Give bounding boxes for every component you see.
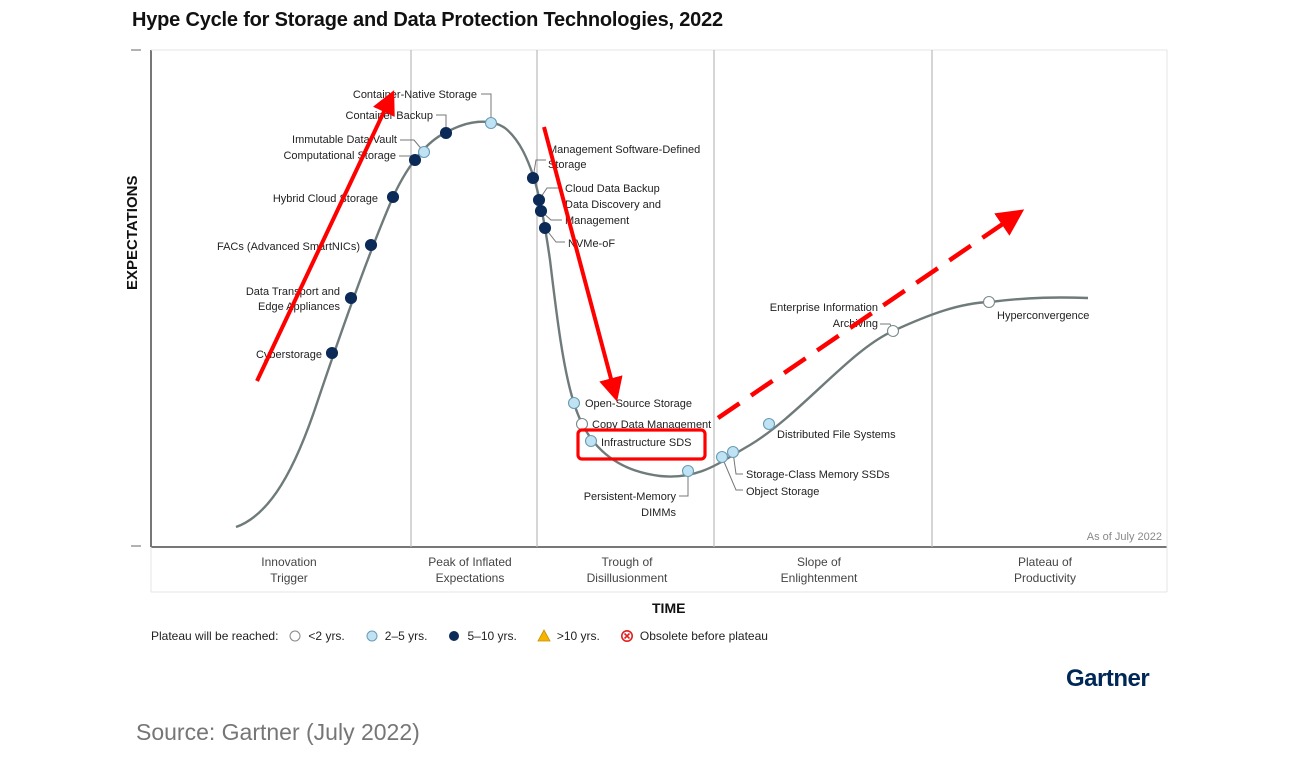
tech-point (762, 417, 776, 431)
tech-point (386, 190, 400, 204)
tech-point (408, 153, 422, 167)
tech-point (726, 445, 740, 459)
tech-label: Enterprise Information (770, 302, 878, 314)
leader-line (481, 93, 492, 123)
legend-label: <2 yrs. (308, 629, 345, 643)
phase-label: Trigger (270, 571, 308, 585)
phase-label: Disillusionment (587, 571, 668, 585)
tech-point (532, 193, 546, 207)
tech-label: Hyperconvergence (997, 310, 1089, 322)
gartner-logo: Gartner (1066, 665, 1150, 692)
legend-item-5to10: 5–10 yrs. (447, 629, 517, 643)
leader-line (732, 451, 743, 475)
phase-label: Enlightenment (781, 571, 858, 585)
technology-points (325, 116, 996, 478)
tech-point (681, 464, 695, 478)
triangle-icon (537, 629, 551, 642)
phase-label: Productivity (1014, 571, 1076, 585)
phase-label: Plateau of (1018, 555, 1073, 569)
tech-label: Data Transport and (246, 286, 340, 298)
tech-point (584, 434, 598, 448)
tech-label: Data Discovery and (565, 199, 661, 211)
tech-point (364, 238, 378, 252)
legend-label: >10 yrs. (556, 629, 600, 643)
phase-label: Expectations (436, 571, 505, 585)
tech-point (484, 116, 498, 130)
phase-labels: Innovation Trigger Peak of Inflated Expecta… (261, 555, 1076, 585)
tech-point (526, 171, 540, 185)
tech-point (325, 346, 339, 360)
phase-label: Innovation (261, 555, 316, 569)
tech-label: Infrastructure SDS (601, 437, 691, 449)
phase-label: Peak of Inflated (428, 555, 511, 569)
source-caption: Source: Gartner (July 2022) (136, 719, 420, 745)
leader-line (679, 471, 689, 497)
dark-blue-circle-icon (449, 631, 460, 641)
tech-label: DIMMs (641, 507, 676, 519)
tech-point (417, 145, 431, 159)
phase-label: Trough of (602, 555, 654, 569)
legend-item-lt2: <2 yrs. (288, 629, 345, 643)
tech-label: Immutable Data Vault (292, 134, 397, 146)
tech-point (982, 295, 996, 309)
annotations (255, 90, 1025, 461)
tech-label: Management (565, 215, 629, 227)
x-axis-label: TIME (652, 600, 686, 616)
tech-label: FACs (Advanced SmartNICs) (217, 241, 360, 253)
tech-label: Computational Storage (283, 150, 396, 162)
legend: Plateau will be reached: <2 yrs. 2–5 yrs… (151, 629, 788, 643)
legend-item-2to5: 2–5 yrs. (365, 629, 428, 643)
red-dashed-arrow (716, 209, 1025, 420)
legend-title: Plateau will be reached: (151, 629, 279, 643)
red-arrow-down (542, 126, 623, 402)
tech-point (538, 221, 552, 235)
tech-label: Storage-Class Memory SSDs (746, 469, 890, 481)
tech-point (567, 396, 581, 410)
light-blue-circle-icon (366, 630, 378, 642)
tech-label: Open-Source Storage (585, 398, 692, 410)
tech-point (575, 417, 589, 431)
empty-circle-icon (289, 630, 301, 642)
red-arrow-up (255, 90, 395, 382)
tech-label: Object Storage (746, 486, 819, 498)
tech-point (715, 450, 729, 464)
tech-point (886, 324, 900, 338)
hype-curve (235, 120, 1089, 529)
tech-label: Container Backup (346, 110, 433, 122)
tech-point (344, 291, 358, 305)
leader-line (721, 456, 743, 491)
tech-label: Cloud Data Backup (565, 183, 660, 195)
tech-label: Distributed File Systems (777, 429, 896, 441)
tech-label: Hybrid Cloud Storage (273, 193, 378, 205)
tech-label: Management Software-Defined (548, 144, 700, 156)
chart-title: Hype Cycle for Storage and Data Protecti… (132, 9, 723, 31)
tech-label: Storage (548, 159, 587, 171)
legend-item-obsolete: Obsolete before plateau (620, 629, 768, 643)
legend-label: 2–5 yrs. (384, 629, 428, 643)
tech-point (534, 204, 548, 218)
tech-point (439, 126, 453, 140)
tech-label: Edge Appliances (258, 301, 340, 313)
obsolete-x-icon (620, 630, 633, 642)
legend-label: Obsolete before plateau (639, 629, 768, 643)
highlight-box (576, 428, 707, 461)
tech-label: Persistent-Memory (584, 491, 677, 503)
legend-item-gt10: >10 yrs. (537, 629, 600, 643)
plot-frame (131, 49, 1168, 593)
tech-label: Copy Data Management (592, 419, 711, 431)
leader-line (532, 159, 546, 179)
phase-label: Slope of (797, 555, 842, 569)
tech-label: NVMe-oF (568, 238, 615, 250)
as-of-note: As of July 2022 (1087, 531, 1162, 543)
legend-label: 5–10 yrs. (467, 629, 517, 643)
tech-label: Container-Native Storage (353, 89, 477, 101)
